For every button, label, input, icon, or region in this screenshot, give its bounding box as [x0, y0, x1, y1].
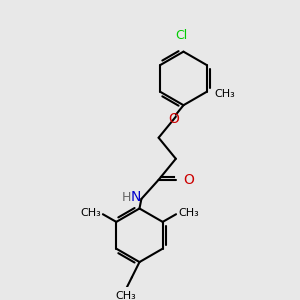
Text: CH₃: CH₃ — [80, 208, 101, 218]
Text: CH₃: CH₃ — [116, 291, 136, 300]
Text: O: O — [184, 173, 194, 187]
Text: Cl: Cl — [176, 29, 188, 42]
Text: O: O — [169, 112, 179, 126]
Text: CH₃: CH₃ — [178, 208, 199, 218]
Text: H: H — [122, 190, 131, 203]
Text: CH₃: CH₃ — [214, 89, 235, 99]
Text: N: N — [130, 190, 141, 204]
